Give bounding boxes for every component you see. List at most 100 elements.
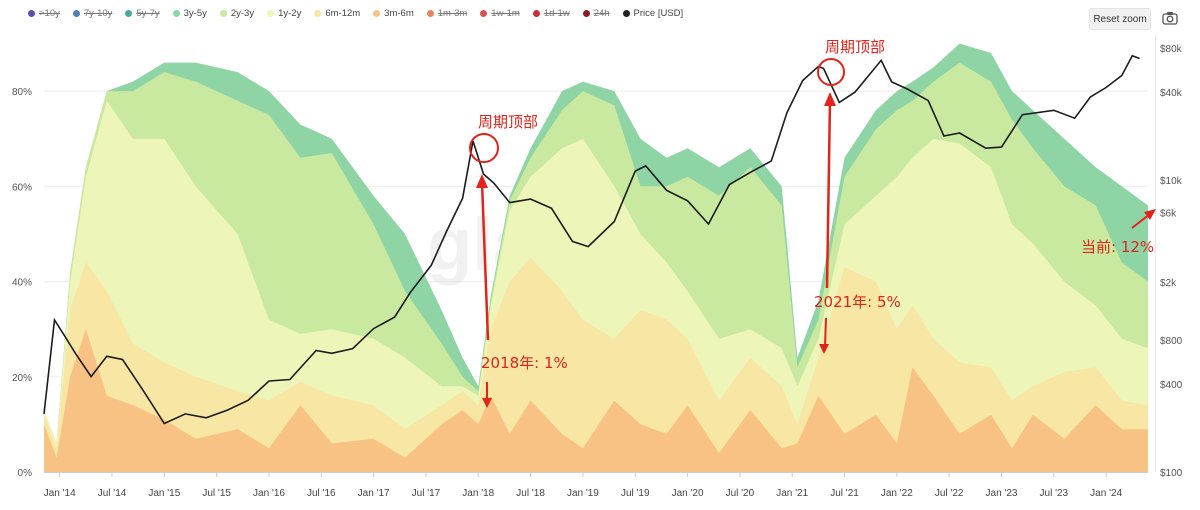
legend-item[interactable]: 6m-12m: [314, 8, 360, 19]
arrow-2021-head-down: [819, 344, 829, 354]
legend-dot-icon: [373, 10, 381, 17]
legend-item[interactable]: 1w-1m: [480, 8, 520, 19]
legend-label: 24h: [593, 8, 610, 19]
x-tick-label: Jan '20: [672, 488, 704, 499]
legend-dot-icon: [314, 10, 322, 17]
legend-item[interactable]: 24h: [582, 8, 610, 19]
legend-label: 1w-1m: [491, 8, 520, 19]
x-tick-label: Jan '14: [44, 488, 76, 499]
legend: >10y 7y-10y 5y-7y 3y-5y 2y-3y 1y-2y 6m-12m 3m-6…: [28, 8, 696, 19]
y-right-tick-label: $80k: [1160, 44, 1183, 55]
x-tick-label: Jan '17: [358, 488, 390, 499]
y-axis-left: 0% 20% 40% 60% 80%: [12, 87, 32, 479]
x-tick-label: Jan '18: [462, 488, 494, 499]
x-tick-label: Jul '18: [516, 488, 545, 499]
x-tick-label: Jul '22: [935, 488, 964, 499]
legend-dot-icon: [622, 10, 630, 17]
legend-item[interactable]: 1y-2y: [267, 8, 301, 19]
legend-item[interactable]: 2y-3y: [219, 8, 255, 19]
y-right-tick-label: $800: [1160, 336, 1183, 347]
arrow-current-head: [1144, 209, 1156, 220]
y-left-tick-label: 20%: [12, 373, 32, 384]
y-axis-right: $100 $400 $800 $2k $6k $10k $40k $80k: [1155, 34, 1183, 479]
annotations: 周期顶部 2018年: 1% 周期顶部 2021年: 5% 当前: 12%: [469, 38, 1156, 408]
low-label-2018: 2018年: 1%: [481, 354, 568, 372]
arrow-2021: [825, 99, 832, 289]
cycle-top-circle-2021: [817, 58, 845, 86]
legend-label: 3m-6m: [384, 8, 414, 19]
legend-item[interactable]: 1m-3m: [426, 8, 468, 19]
low-label-2021: 2021年: 5%: [814, 293, 901, 311]
legend-dot-icon: [219, 10, 227, 17]
arrow-2021-down: [824, 317, 827, 347]
legend-label: >10y: [39, 8, 60, 19]
legend-dot-icon: [267, 10, 275, 17]
y-right-tick-label: $40k: [1160, 88, 1183, 99]
legend-item[interactable]: Price [USD]: [622, 8, 684, 19]
legend-label: 7y-10y: [83, 8, 113, 19]
arrow-2018: [480, 181, 490, 341]
y-right-tick-label: $100: [1160, 468, 1183, 479]
x-tick-label: Jul '16: [307, 488, 336, 499]
y-left-tick-label: 80%: [12, 87, 32, 98]
legend-label: 2y-3y: [230, 8, 255, 19]
legend-label: 1m-3m: [437, 8, 468, 19]
x-tick-label: Jan '24: [1090, 488, 1122, 499]
area-3m-6m: [44, 329, 1148, 472]
x-tick-label: Jul '17: [412, 488, 441, 499]
reset-zoom-button[interactable]: Reset zoom: [1089, 8, 1151, 30]
arrow-2018-head-up: [476, 174, 488, 188]
legend-dot-icon: [28, 10, 35, 17]
x-tick-label: Jul '15: [202, 488, 231, 499]
x-tick-label: Jan '23: [986, 488, 1018, 499]
camera-icon[interactable]: [1162, 10, 1178, 26]
y-right-tick-label: $10k: [1160, 176, 1183, 187]
legend-item[interactable]: 1d-1w: [532, 8, 570, 19]
y-left-tick-label: 40%: [12, 278, 32, 289]
legend-item[interactable]: 7y-10y: [72, 8, 113, 19]
y-right-tick-label: $2k: [1160, 278, 1177, 289]
legend-dot-icon: [426, 10, 434, 17]
legend-label: 1y-2y: [278, 8, 302, 19]
y-right-tick-label: $6k: [1160, 208, 1177, 219]
x-axis: Jan '14 Jul '14 Jan '15 Jul '15 Jan '16 Jul '…: [44, 472, 1148, 499]
x-tick-label: Jan '16: [253, 488, 285, 499]
legend-dot-icon: [125, 10, 133, 17]
x-tick-label: Jan '21: [776, 488, 808, 499]
legend-item[interactable]: 3m-6m: [373, 8, 414, 19]
cycle-top-label-2018: 周期顶部: [478, 113, 538, 131]
y-left-tick-label: 0%: [18, 468, 33, 479]
arrow-2018-head-down: [482, 398, 492, 408]
legend-dot-icon: [532, 10, 540, 17]
x-tick-label: Jan '19: [567, 488, 599, 499]
price-line: [43, 54, 1140, 425]
legend-dot-icon: [72, 10, 80, 17]
legend-label: 5y-7y: [136, 8, 160, 19]
y-right-tick-label: $400: [1160, 380, 1183, 391]
legend-item[interactable]: >10y: [28, 8, 60, 19]
x-tick-label: Jul '21: [830, 488, 859, 499]
y-left-tick-label: 60%: [12, 182, 32, 193]
arrow-2021-head-up: [824, 92, 836, 106]
current-label: 当前: 12%: [1081, 238, 1154, 256]
cycle-top-circle-2018: [469, 133, 499, 163]
x-tick-label: Jul '14: [98, 488, 127, 499]
legend-item[interactable]: 3y-5y: [172, 8, 207, 19]
legend-label: 6m-12m: [325, 8, 361, 19]
arrow-current: [1131, 213, 1151, 229]
cycle-top-label-2021: 周期顶部: [825, 38, 885, 56]
legend-item[interactable]: 5y-7y: [125, 8, 160, 19]
legend-dot-icon: [172, 10, 180, 17]
legend-dot-icon: [582, 10, 590, 17]
x-tick-label: Jul '23: [1040, 488, 1069, 499]
legend-label: 1d-1w: [543, 8, 570, 19]
legend-label: Price [USD]: [633, 8, 684, 19]
legend-label: 3y-5y: [183, 8, 207, 19]
x-tick-label: Jul '19: [621, 488, 650, 499]
legend-dot-icon: [480, 10, 488, 17]
x-tick-label: Jan '15: [148, 488, 180, 499]
stacked-areas: [44, 43, 1148, 472]
x-tick-label: Jan '22: [881, 488, 913, 499]
x-tick-label: Jul '20: [726, 488, 755, 499]
